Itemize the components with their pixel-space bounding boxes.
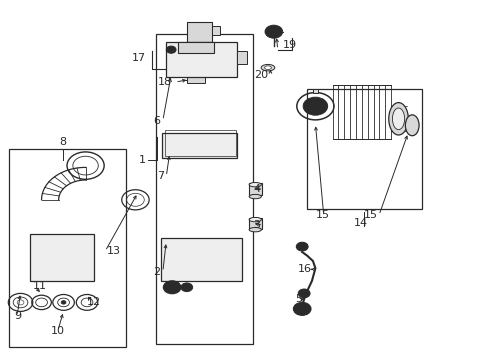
Bar (212, 26, 219, 35)
Text: 6: 6 (153, 116, 160, 126)
Ellipse shape (405, 115, 418, 136)
Ellipse shape (264, 66, 271, 69)
Text: 8: 8 (59, 137, 66, 147)
Circle shape (268, 28, 278, 35)
Circle shape (298, 289, 309, 298)
Bar (249, 183, 261, 195)
Bar (161, 238, 242, 281)
Bar (178, 42, 213, 53)
Bar (186, 76, 205, 83)
Text: 1: 1 (139, 155, 145, 165)
Ellipse shape (248, 194, 261, 199)
Text: 13: 13 (106, 246, 121, 256)
Text: 19: 19 (282, 40, 296, 50)
Bar (165, 130, 235, 156)
Circle shape (293, 302, 310, 315)
Ellipse shape (248, 228, 261, 232)
Ellipse shape (248, 217, 261, 222)
Bar (186, 22, 212, 42)
Text: 18: 18 (158, 77, 172, 87)
Ellipse shape (261, 64, 274, 71)
Circle shape (168, 284, 176, 290)
Bar (249, 218, 261, 229)
Ellipse shape (391, 108, 404, 130)
Circle shape (184, 285, 189, 289)
Text: 5: 5 (295, 294, 302, 304)
Circle shape (166, 46, 176, 53)
Circle shape (296, 242, 307, 251)
Text: 9: 9 (15, 311, 22, 321)
Circle shape (163, 281, 181, 294)
Text: 15: 15 (315, 210, 329, 220)
Ellipse shape (388, 103, 407, 135)
Circle shape (181, 283, 192, 292)
Text: 10: 10 (51, 326, 64, 336)
Text: 20: 20 (253, 70, 267, 80)
Bar (30, 234, 94, 281)
Bar (237, 51, 246, 64)
Bar (155, 34, 253, 344)
Text: 17: 17 (131, 53, 145, 63)
Bar (306, 89, 421, 209)
Text: 3: 3 (253, 220, 260, 230)
Text: 11: 11 (33, 281, 47, 291)
Ellipse shape (248, 183, 261, 187)
Bar (9, 149, 126, 347)
Bar (166, 42, 237, 77)
Text: 7: 7 (156, 171, 163, 181)
Circle shape (61, 301, 66, 304)
Text: 14: 14 (353, 218, 367, 228)
Text: 15: 15 (363, 210, 377, 220)
Circle shape (303, 97, 327, 115)
Text: 12: 12 (87, 297, 101, 307)
Bar (312, 89, 317, 93)
Bar (162, 133, 236, 158)
Text: 2: 2 (153, 267, 160, 277)
Text: 4: 4 (253, 184, 260, 194)
Text: 16: 16 (297, 264, 311, 274)
Circle shape (264, 25, 282, 38)
